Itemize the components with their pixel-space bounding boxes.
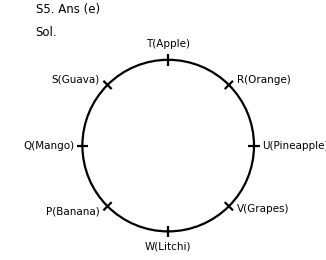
Text: Sol.: Sol.	[36, 26, 57, 39]
Text: W(Litchi): W(Litchi)	[145, 242, 191, 252]
Text: R(Orange): R(Orange)	[237, 75, 290, 85]
Text: Q(Mango): Q(Mango)	[23, 141, 75, 151]
Text: U(Pineapple): U(Pineapple)	[262, 141, 326, 151]
Text: S(Guava): S(Guava)	[52, 75, 100, 85]
Text: S5. Ans (e): S5. Ans (e)	[36, 3, 100, 16]
Text: T(Apple): T(Apple)	[146, 40, 190, 49]
Text: P(Banana): P(Banana)	[46, 206, 100, 217]
Text: V(Grapes): V(Grapes)	[237, 204, 289, 214]
